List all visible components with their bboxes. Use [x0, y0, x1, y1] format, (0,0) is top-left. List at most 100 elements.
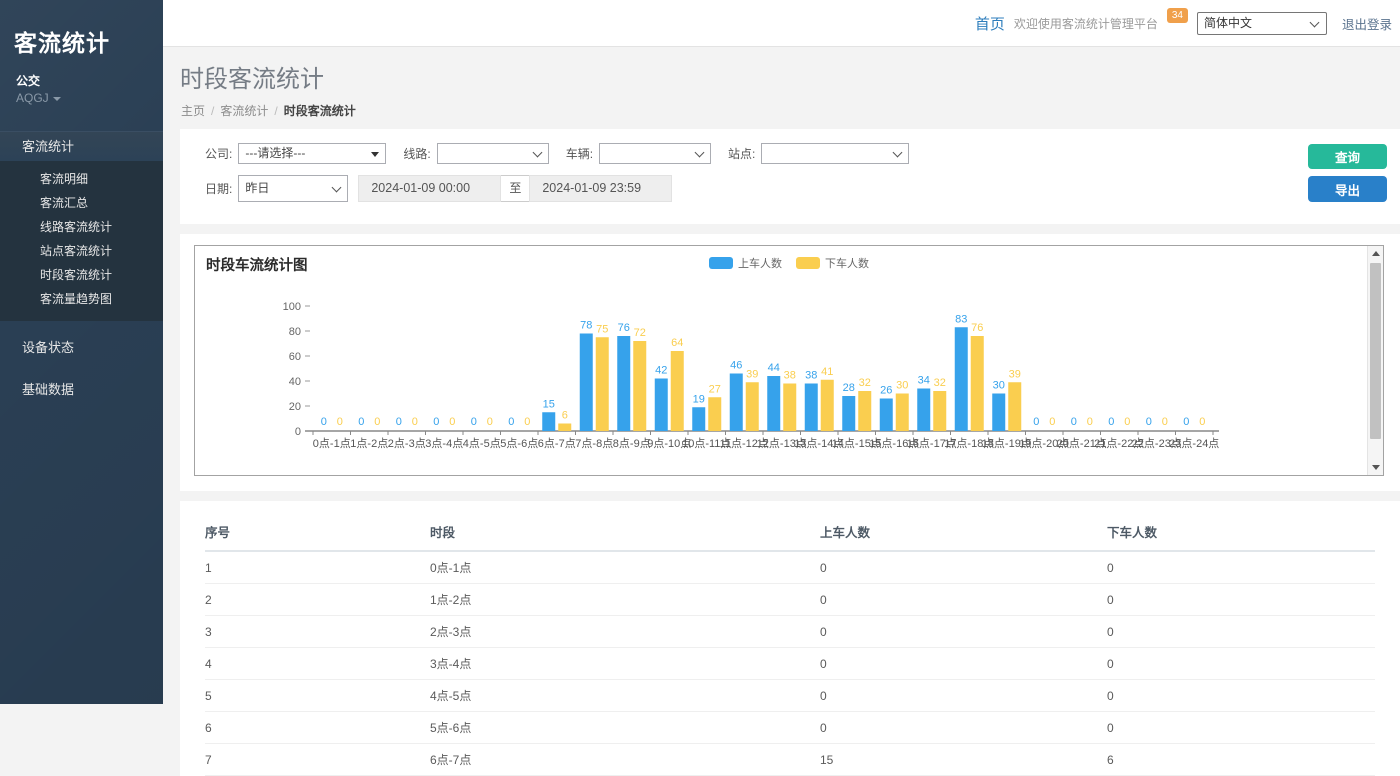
language-select[interactable]: 简体中文: [1197, 12, 1327, 35]
table-cell: 0: [1107, 648, 1375, 680]
date-from-input[interactable]: 2024-01-09 00:00: [358, 175, 501, 202]
table-cell: 3: [205, 616, 430, 648]
svg-text:2点-3点: 2点-3点: [388, 437, 426, 450]
chevron-down-icon: [893, 148, 903, 158]
line-select[interactable]: [437, 143, 549, 164]
breadcrumb-home[interactable]: 主页: [181, 104, 205, 118]
svg-text:0: 0: [321, 416, 327, 428]
table-cell: 1点-2点: [430, 584, 820, 616]
svg-text:46: 46: [730, 360, 742, 372]
svg-text:0: 0: [1124, 416, 1130, 428]
chart-scrollbar[interactable]: [1367, 246, 1383, 475]
sidebar-item-passenger-summary[interactable]: 客流汇总: [0, 191, 163, 215]
svg-text:0: 0: [295, 426, 301, 438]
table-cell: 0: [1107, 616, 1375, 648]
svg-text:40: 40: [289, 376, 301, 388]
query-button[interactable]: 查询: [1308, 144, 1387, 169]
date-to-input[interactable]: 2024-01-09 23:59: [529, 175, 672, 202]
table-cell: 0: [820, 551, 1107, 584]
breadcrumb: 主页/客流统计/时段客流统计: [181, 102, 1400, 119]
main-content: 时段 客流统计 主页/客流统计/时段客流统计 公司: ---请选择--- 线路: …: [163, 47, 1400, 704]
export-button[interactable]: 导出: [1308, 176, 1387, 202]
svg-text:60: 60: [289, 351, 301, 363]
date-label: 日期:: [205, 180, 232, 197]
svg-text:32: 32: [859, 377, 871, 389]
station-label: 站点:: [728, 145, 755, 162]
svg-text:72: 72: [634, 327, 646, 339]
svg-text:32: 32: [934, 377, 946, 389]
sidebar: 客流统计 公交 AQGJ 客流统计 客流明细 客流汇总 线路客流统计 站点客流统…: [0, 0, 163, 704]
svg-text:0: 0: [1071, 416, 1077, 428]
scroll-up-icon[interactable]: [1368, 246, 1383, 261]
table-cell: 4: [205, 648, 430, 680]
date-preset-select[interactable]: 昨日: [238, 175, 348, 202]
language-value: 简体中文: [1204, 16, 1252, 30]
sidebar-item-passenger-stats[interactable]: 客流统计: [0, 131, 163, 161]
col-header-period: 时段: [430, 513, 820, 551]
scrollbar-thumb[interactable]: [1370, 263, 1381, 439]
org-code-label: AQGJ: [16, 91, 49, 105]
logout-link[interactable]: 退出登录: [1342, 14, 1392, 33]
table-cell: 0点-1点: [430, 551, 820, 584]
svg-text:30: 30: [896, 380, 908, 392]
svg-text:0: 0: [471, 416, 477, 428]
table-cell: 0: [820, 680, 1107, 712]
notification-badge[interactable]: 34: [1167, 8, 1188, 23]
col-header-boarding: 上车人数: [820, 513, 1107, 551]
svg-text:28: 28: [843, 382, 855, 394]
sidebar-item-trend-chart[interactable]: 客流量趋势图: [0, 287, 163, 311]
station-select[interactable]: [761, 143, 909, 164]
svg-text:0: 0: [487, 416, 493, 428]
sidebar-item-line-stats[interactable]: 线路客流统计: [0, 215, 163, 239]
legend-item-alighting[interactable]: 下车人数: [796, 255, 869, 271]
breadcrumb-section[interactable]: 客流统计: [220, 104, 268, 118]
table-cell: 6: [205, 712, 430, 744]
table-cell: 0: [1107, 712, 1375, 744]
table-row: 54点-5点00: [205, 680, 1375, 712]
filter-panel: 公司: ---请选择--- 线路: 车辆: 站点:: [180, 129, 1400, 224]
line-label: 线路:: [403, 145, 430, 162]
svg-text:0: 0: [524, 416, 530, 428]
chevron-down-icon: [1310, 18, 1320, 28]
sidebar-item-device-status[interactable]: 设备状态: [0, 333, 163, 363]
svg-text:78: 78: [580, 320, 592, 332]
svg-text:0: 0: [1033, 416, 1039, 428]
company-select[interactable]: ---请选择---: [238, 143, 386, 164]
svg-text:1点-2点: 1点-2点: [350, 437, 388, 450]
legend-item-boarding[interactable]: 上车人数: [709, 255, 782, 271]
svg-text:3点-4点: 3点-4点: [425, 437, 463, 450]
company-select-value: ---请选择---: [245, 146, 305, 160]
legend-swatch-blue: [709, 257, 733, 269]
table-cell: 0: [820, 648, 1107, 680]
caret-down-icon: [53, 97, 61, 101]
svg-text:27: 27: [709, 383, 721, 395]
svg-text:80: 80: [289, 326, 301, 338]
sidebar-item-station-stats[interactable]: 站点客流统计: [0, 239, 163, 263]
table-cell: 0: [1107, 551, 1375, 584]
vehicle-select[interactable]: [599, 143, 711, 164]
home-link[interactable]: 首页: [975, 13, 1005, 34]
svg-text:0: 0: [433, 416, 439, 428]
svg-text:41: 41: [821, 366, 833, 378]
svg-text:83: 83: [955, 313, 967, 325]
svg-text:0: 0: [337, 416, 343, 428]
table-cell: 0: [820, 616, 1107, 648]
sidebar-item-base-data[interactable]: 基础数据: [0, 375, 163, 405]
svg-text:0: 0: [1087, 416, 1093, 428]
svg-text:39: 39: [1009, 368, 1021, 380]
svg-text:26: 26: [880, 385, 892, 397]
table-cell: 5: [205, 680, 430, 712]
chevron-down-icon: [532, 148, 542, 158]
sidebar-item-passenger-detail[interactable]: 客流明细: [0, 167, 163, 191]
table-header-row: 序号 时段 上车人数 下车人数: [205, 513, 1375, 551]
sidebar-item-period-stats[interactable]: 时段客流统计: [0, 263, 163, 287]
svg-text:76: 76: [971, 322, 983, 334]
chart-container: 时段车流统计图 上车人数 下车人数 020406080100000点-1点001…: [194, 245, 1384, 476]
scroll-down-icon[interactable]: [1368, 460, 1383, 475]
app-brand: 客流统计: [0, 0, 163, 58]
svg-text:39: 39: [746, 368, 758, 380]
svg-text:0: 0: [1199, 416, 1205, 428]
table-row: 43点-4点00: [205, 648, 1375, 680]
org-code-dropdown[interactable]: AQGJ: [0, 89, 163, 105]
period-stats-table: 序号 时段 上车人数 下车人数 10点-1点0021点-2点0032点-3点00…: [205, 513, 1375, 776]
